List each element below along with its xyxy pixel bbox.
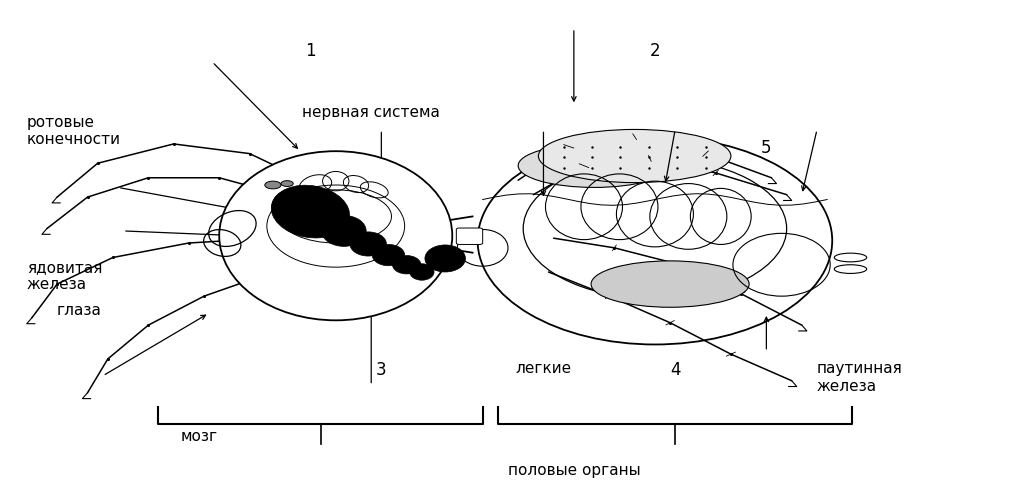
Ellipse shape [392, 256, 421, 274]
Text: половые органы: половые органы [508, 463, 640, 478]
Text: мозг: мозг [181, 429, 217, 444]
Ellipse shape [538, 129, 731, 183]
Text: ядовитая
железа: ядовитая железа [26, 260, 102, 292]
Ellipse shape [272, 188, 328, 226]
Text: 2: 2 [649, 42, 660, 60]
Ellipse shape [518, 144, 671, 188]
Ellipse shape [271, 185, 350, 238]
Ellipse shape [478, 137, 832, 345]
Ellipse shape [350, 232, 386, 256]
Text: 4: 4 [670, 362, 681, 380]
Text: нервная система: нервная система [303, 105, 440, 120]
FancyBboxPatch shape [456, 228, 483, 244]
Text: глаза: глаза [57, 303, 102, 318]
Circle shape [265, 181, 281, 189]
Ellipse shape [322, 215, 366, 246]
Ellipse shape [372, 244, 404, 266]
Circle shape [281, 181, 294, 187]
Text: 5: 5 [761, 139, 771, 157]
Text: легкие: легкие [515, 362, 572, 376]
Text: ротовые
конечности: ротовые конечности [26, 115, 121, 147]
Ellipse shape [409, 264, 434, 280]
Text: 3: 3 [376, 362, 387, 380]
Text: 1: 1 [305, 42, 316, 60]
Ellipse shape [219, 151, 452, 320]
Ellipse shape [425, 245, 465, 272]
Ellipse shape [591, 261, 749, 307]
Text: паутинная
железа: паутинная железа [817, 362, 903, 394]
